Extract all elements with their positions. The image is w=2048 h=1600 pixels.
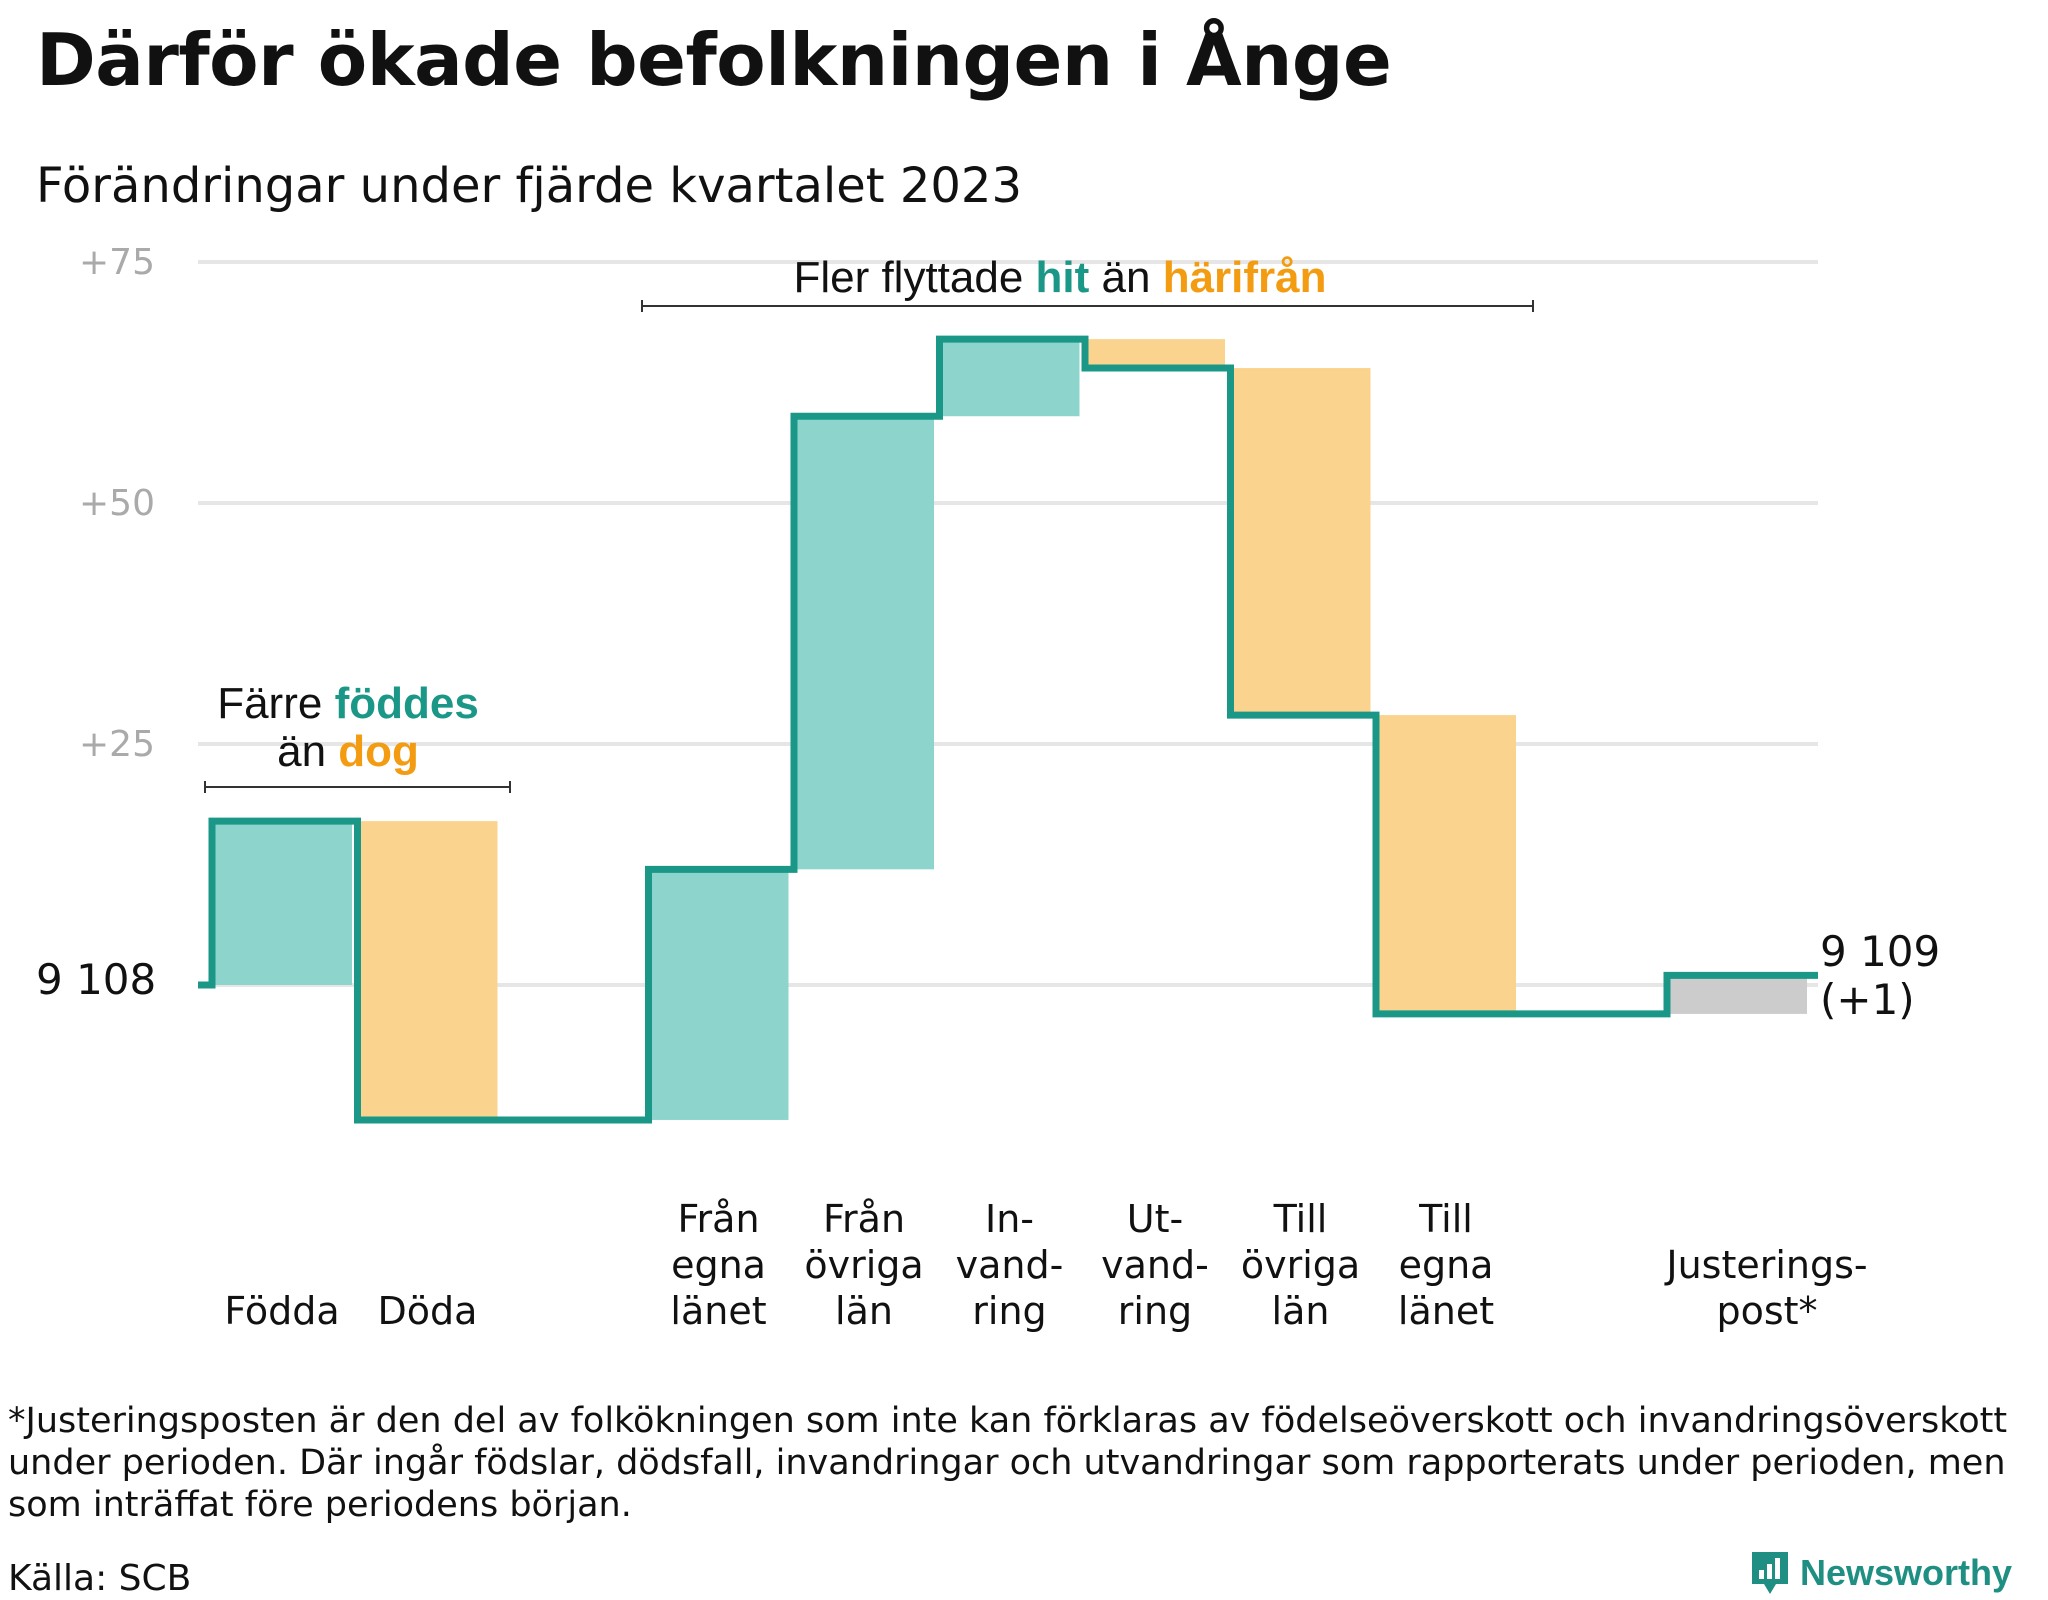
category-label: Födda [224,1289,339,1333]
category-label: egna [671,1243,766,1287]
ann-natural-line1-b: föddes [335,679,479,728]
bracket-natural [204,781,511,793]
category-label: ring [972,1289,1046,1333]
newsworthy-logo-icon [1751,1552,1788,1594]
bar [939,339,1080,417]
category-label: Döda [378,1289,478,1333]
bars [212,339,1807,1120]
category-label: Från [823,1197,905,1241]
bar [1667,975,1807,1014]
category-label: Ut- [1127,1197,1183,1241]
category-label: post* [1716,1289,1817,1333]
svg-text:Fler flyttade hit än härifrån: Fler flyttade hit än härifrån [793,253,1326,302]
y-tick-label: +50 [79,483,155,524]
category-label: In- [985,1197,1034,1241]
step-line [198,335,1818,1124]
bar [1230,368,1371,716]
annotation-natural-change: Färre föddes än dog [204,679,511,793]
bar [212,821,352,985]
category-label: Från [677,1197,759,1241]
category-label: Justerings- [1664,1243,1867,1287]
svg-text:Färre föddes: Färre föddes [217,679,479,728]
y-tick-label: +25 [79,724,155,765]
category-label: övriga [1241,1243,1360,1287]
bracket-migration [641,300,1534,312]
chart-subtitle: Förändringar under fjärde kvartalet 2023 [36,158,1022,214]
category-label: länet [670,1289,766,1333]
bar [357,821,498,1120]
bar [648,869,789,1120]
bar [1376,715,1516,1014]
category-label: övriga [804,1243,923,1287]
ann-natural-line1-a: Färre [217,679,334,728]
category-label: egna [1399,1243,1494,1287]
category-label: ring [1118,1289,1192,1333]
svg-text:än dog: än dog [277,727,419,776]
category-label: Till [1418,1197,1473,1241]
footnote: *Justeringsposten är den del av folkökni… [8,1401,2008,1525]
category-label: vand- [1101,1243,1209,1287]
brand-name: Newsworthy [1799,1552,2012,1593]
y-tick-labels: +25 +50 +75 [79,242,155,765]
ann-migration-d: härifrån [1163,253,1327,302]
ann-natural-line2-b: dog [338,727,419,776]
category-label: län [835,1289,893,1333]
end-value-label: 9 109 [1820,927,1940,976]
brand-logo: Newsworthy [1750,1550,2012,1596]
ann-migration-a: Fler flyttade [793,253,1035,302]
category-labels: Födda DödaFrånegnalänetFrånövrigalänIn-va… [224,1197,1867,1333]
annotation-migration: Fler flyttade hit än härifrån [641,253,1534,312]
bar [794,416,934,870]
chart-title: Därför ökade befolkningen i Ånge [36,18,1392,102]
start-value-label: 9 108 [36,955,156,1004]
waterfall-chart: +25+50+75 Födda DödaFrånegnalänetFrånövri… [36,242,1940,1333]
y-tick-label: +75 [79,242,155,283]
category-label: län [1272,1289,1330,1333]
ann-natural-line2-a: än [277,727,338,776]
category-label: länet [1398,1289,1494,1333]
category-label: Till [1273,1197,1328,1241]
bar [1085,339,1225,369]
ann-migration-b: hit [1036,253,1090,302]
ann-migration-c: än [1089,253,1162,302]
category-label: vand- [956,1243,1064,1287]
source: Källa: SCB [8,1558,192,1599]
end-change-label: (+1) [1820,975,1915,1024]
